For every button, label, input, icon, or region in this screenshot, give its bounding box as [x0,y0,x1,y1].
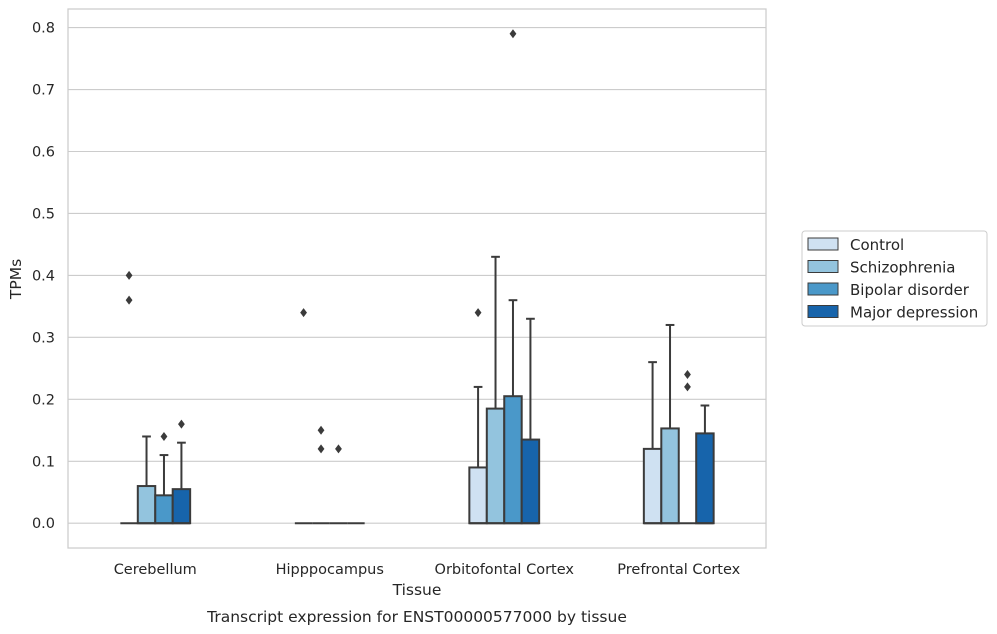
box-body [642,447,663,525]
flier-point [317,444,325,454]
flier-point [125,295,133,305]
y-axis-label: TPMs [7,259,25,300]
y-tick-label: 0.7 [32,83,55,99]
legend-swatch-schizophrenia [807,260,839,273]
box-body [485,407,506,525]
flier-point [684,370,691,380]
box-prefrontal-cortex-schizophrenia [660,323,680,525]
box-body [154,494,174,525]
box-body [136,485,157,525]
flier-point [300,308,307,318]
box-orbitofontal-cortex-control [468,385,488,525]
box-orbitofontal-cortex-major-depression [520,317,541,525]
x-axis-label: Tissue [392,581,442,599]
box-body [695,432,715,525]
fliers [125,29,691,454]
flier-point [474,308,482,318]
box-body [520,438,541,525]
box-cerebellum-major-depression [171,441,192,525]
box-body [468,466,488,525]
boxes [120,255,715,525]
box-body [503,395,523,525]
x-tick-label-hipppocampus: Hipppocampus [276,562,384,578]
legend-swatch-bipolar-disorder [807,282,839,296]
box-prefrontal-cortex-control [642,361,663,525]
legend-label-major-depression: Major depression [850,304,978,322]
x-tick-label-prefrontal-cortex: Prefrontal Cortex [617,562,740,578]
x-tick-labels: Cerebellum Hipppocampus Orbitofontal Corte… [114,562,741,578]
flier-point [509,29,517,39]
legend: Control Schizophrenia Bipolar disorder Majo… [801,230,988,327]
flier-point [335,444,342,454]
box-orbitofontal-cortex-bipolar-disorder [503,299,523,525]
flier-point [317,425,325,435]
legend-label-control: Control [850,236,904,254]
y-tick-label: 0.4 [32,268,55,284]
box-body [171,488,192,525]
flier-point [160,431,168,441]
grid-lines [68,27,766,524]
box-body [660,427,680,525]
box-cerebellum-bipolar-disorder [154,454,174,525]
legend-frame [801,230,988,327]
chart-caption: Transcript expression for ENST0000057700… [206,608,627,626]
box-orbitofontal-cortex-schizophrenia [485,255,506,525]
y-tick-labels: 0.0 0.1 0.2 0.3 0.4 0.5 0.6 0.7 0.8 [32,21,55,533]
y-tick-label: 0.6 [32,144,55,160]
legend-swatch-control [807,237,839,251]
y-tick-label: 0.1 [32,454,55,470]
box-prefrontal-cortex-major-depression [695,404,715,525]
y-tick-label: 0.3 [32,330,55,346]
flier-point [178,419,185,429]
y-tick-label: 0.2 [32,392,55,408]
x-tick-label-orbitofontal-cortex: Orbitofontal Cortex [435,562,575,578]
flier-point [684,382,691,392]
flier-point [125,270,133,280]
plot-frame [67,8,767,549]
y-tick-label: 0.8 [32,21,55,37]
y-tick-label: 0.5 [32,206,55,222]
legend-label-schizophrenia: Schizophrenia [850,259,955,277]
legend-swatch-major-depression [807,305,839,318]
box-cerebellum-schizophrenia [136,435,157,525]
legend-label-bipolar-disorder: Bipolar disorder [850,281,970,299]
y-tick-label: 0.0 [32,516,55,532]
x-tick-label-cerebellum: Cerebellum [114,562,197,578]
